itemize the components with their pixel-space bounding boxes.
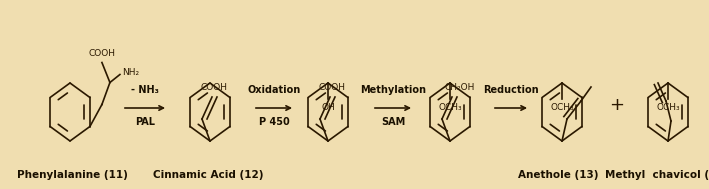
- Text: Cinnamic Acid (12): Cinnamic Acid (12): [152, 170, 263, 180]
- Text: COOH: COOH: [318, 83, 345, 92]
- Text: SAM: SAM: [381, 117, 405, 127]
- Text: NH₂: NH₂: [122, 68, 139, 77]
- Text: Reduction: Reduction: [484, 85, 539, 95]
- Text: CH₂OH: CH₂OH: [445, 83, 475, 92]
- Text: OCH₃: OCH₃: [438, 103, 462, 112]
- Text: +: +: [610, 96, 625, 114]
- Text: Methyl  chavicol (3): Methyl chavicol (3): [605, 170, 709, 180]
- Text: Phenylalanine (11): Phenylalanine (11): [16, 170, 128, 180]
- Text: Methylation: Methylation: [360, 85, 426, 95]
- Text: P 450: P 450: [259, 117, 289, 127]
- Text: PAL: PAL: [135, 117, 155, 127]
- Text: COOH: COOH: [201, 83, 228, 92]
- Text: Oxidation: Oxidation: [247, 85, 301, 95]
- Text: COOH: COOH: [89, 50, 116, 59]
- Text: - NH₃: - NH₃: [131, 85, 159, 95]
- Text: OCH₃: OCH₃: [657, 103, 680, 112]
- Text: OH: OH: [321, 103, 335, 112]
- Text: Anethole (13): Anethole (13): [518, 170, 598, 180]
- Text: OCH₃: OCH₃: [550, 103, 574, 112]
